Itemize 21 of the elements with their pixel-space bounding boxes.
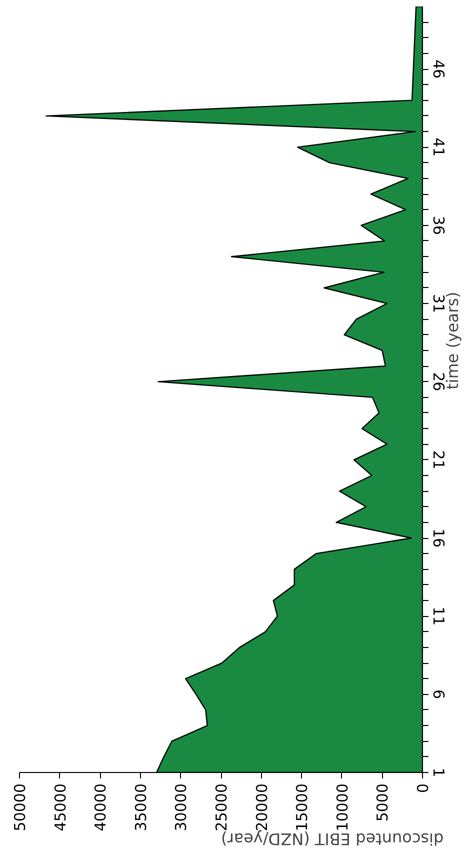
x-tick-label: 45000 [51,784,70,832]
y-tick-label: 46 [430,59,448,79]
y-tick-label: 1 [430,768,448,778]
y-tick-label: 11 [430,606,448,626]
x-tick-label: 5000 [374,783,392,822]
y-tick-label: 21 [430,450,448,470]
x-tick-label: 30000 [172,784,190,832]
x-tick-label: 0 [414,783,432,794]
x-axis-title: discounted EBIT (NZD/year) [220,830,444,849]
y-tick-label: 41 [430,138,448,157]
y-tick-label: 6 [430,690,448,700]
x-tick-label: 50000 [11,784,29,832]
x-tick-label: 20000 [252,784,271,832]
y-tick-label: 36 [430,216,448,235]
y-tick-label: 31 [430,294,448,314]
x-tick-label: 25000 [212,784,230,832]
x-tick-label: 15000 [293,784,312,832]
x-tick-label: 10000 [333,784,352,832]
x-tick-label: 35000 [132,784,150,832]
y-tick-label: 16 [430,528,448,548]
x-tick-label: 40000 [92,784,110,832]
